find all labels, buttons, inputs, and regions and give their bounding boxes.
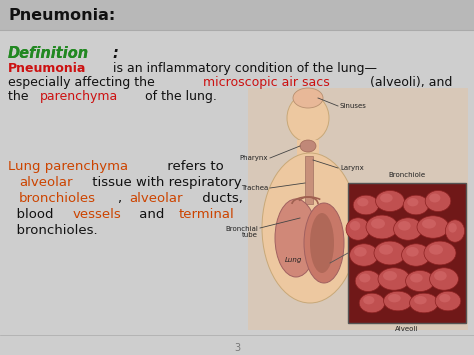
Text: 3: 3 [234,343,240,353]
Ellipse shape [383,291,412,311]
Ellipse shape [359,293,385,313]
Ellipse shape [424,241,456,265]
Ellipse shape [300,140,316,152]
Ellipse shape [346,218,370,240]
Text: ducts,: ducts, [198,192,243,205]
Ellipse shape [304,203,344,283]
Text: vessels: vessels [72,208,121,221]
Text: Pneumonia: Pneumonia [8,62,86,75]
Ellipse shape [393,218,422,240]
Ellipse shape [262,153,358,303]
Ellipse shape [417,216,449,238]
Text: Definition: Definition [8,46,89,61]
Text: the: the [8,90,33,103]
Ellipse shape [434,271,447,280]
Text: Bronchial: Bronchial [225,226,258,232]
Ellipse shape [407,198,419,206]
Text: terminal: terminal [179,208,234,221]
Ellipse shape [350,221,360,231]
Text: Trachea: Trachea [241,185,268,191]
Ellipse shape [429,268,458,290]
Ellipse shape [406,247,419,257]
Ellipse shape [410,273,423,283]
Ellipse shape [293,88,323,108]
Ellipse shape [448,223,457,233]
Text: alveolar: alveolar [129,192,182,205]
Text: ,: , [118,192,127,205]
Ellipse shape [378,268,410,290]
Text: Pneumonia:: Pneumonia: [8,7,115,22]
Ellipse shape [398,221,410,231]
Text: especially affecting the: especially affecting the [8,76,159,89]
Ellipse shape [310,213,334,273]
Text: bronchioles.: bronchioles. [8,224,98,237]
Text: and: and [135,208,169,221]
Ellipse shape [425,191,451,212]
Ellipse shape [439,294,450,302]
Text: microscopic air sacs: microscopic air sacs [202,76,329,89]
Ellipse shape [380,193,392,202]
Ellipse shape [422,219,436,229]
Ellipse shape [363,296,374,304]
Text: :: : [113,46,118,61]
Text: (alveoli), and: (alveoli), and [366,76,453,89]
Text: tissue with respiratory: tissue with respiratory [88,176,242,189]
Ellipse shape [379,245,393,255]
Text: Lung parenchyma: Lung parenchyma [8,160,128,173]
Ellipse shape [383,271,397,280]
Ellipse shape [359,273,370,283]
Text: of the lung.: of the lung. [141,90,217,103]
Ellipse shape [401,244,430,266]
Ellipse shape [435,291,461,311]
Text: refers to: refers to [163,160,224,173]
Text: Definition: Definition [8,46,89,61]
Ellipse shape [429,245,443,255]
Bar [305,156,313,204]
Ellipse shape [414,296,427,304]
Text: parenchyma: parenchyma [40,90,118,103]
Ellipse shape [410,293,438,313]
Bar [297,140,319,158]
Ellipse shape [374,241,406,265]
Bar [0,0,474,30]
Ellipse shape [287,94,329,142]
Ellipse shape [355,271,381,291]
Text: bronchioles: bronchioles [19,192,96,205]
Text: tube: tube [242,232,258,238]
Bar [348,183,466,323]
Ellipse shape [429,193,440,202]
Text: Lung: Lung [285,257,303,263]
Ellipse shape [354,247,367,257]
Ellipse shape [446,220,465,242]
Ellipse shape [371,218,385,229]
Ellipse shape [350,244,378,266]
Ellipse shape [403,195,429,215]
Text: Bronchiole: Bronchiole [388,172,426,178]
Bar [248,88,468,330]
Text: Alveoli: Alveoli [395,326,419,332]
Ellipse shape [357,198,368,206]
Ellipse shape [275,199,317,277]
Ellipse shape [406,271,434,291]
Ellipse shape [353,195,379,215]
Ellipse shape [366,215,398,239]
Text: is an inflammatory condition of the lung—: is an inflammatory condition of the lung… [109,62,377,75]
Ellipse shape [388,294,401,302]
Text: blood: blood [8,208,58,221]
Text: alveolar: alveolar [19,176,73,189]
Text: Sinuses: Sinuses [340,103,367,109]
Ellipse shape [375,191,404,212]
Text: Definition:: Definition: [8,46,95,61]
Text: Pharynx: Pharynx [239,155,268,161]
Text: Larynx: Larynx [340,165,364,171]
